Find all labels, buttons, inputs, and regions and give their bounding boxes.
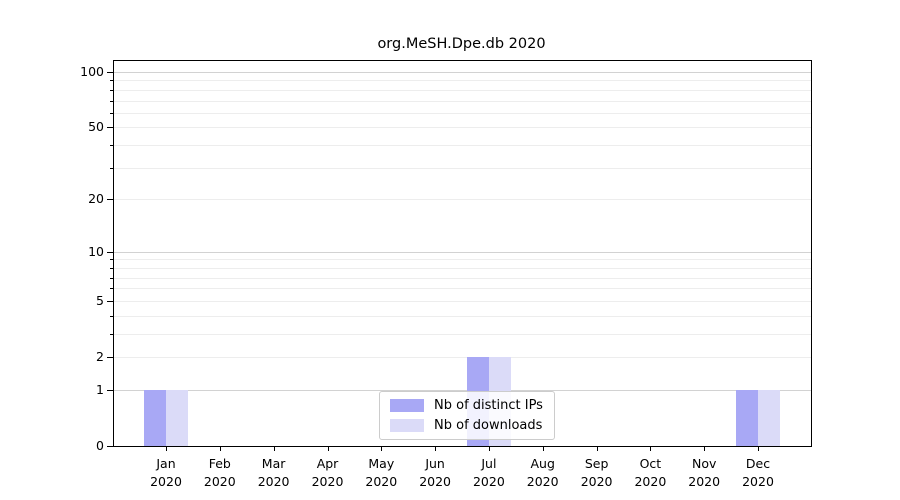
legend-swatch-icon <box>390 399 424 412</box>
y-axis-tick-label: 20 <box>88 191 104 207</box>
x-axis-tick-label: May 2020 <box>365 456 398 489</box>
y-gridline <box>114 315 811 317</box>
y-gridline <box>114 167 811 169</box>
x-axis-tick <box>596 446 598 451</box>
x-axis-tick <box>542 446 544 451</box>
x-axis-tick <box>273 446 275 451</box>
y-axis-tick-label: 50 <box>88 119 104 135</box>
x-axis-tick <box>327 446 329 451</box>
x-axis-tick-label: Sep 2020 <box>580 456 613 489</box>
x-axis-tick-label: Jun 2020 <box>419 456 451 489</box>
y-axis-minor-tick <box>110 315 114 317</box>
x-axis-tick-label: Nov 2020 <box>688 456 721 489</box>
y-axis-minor-tick <box>110 112 114 114</box>
y-gridline <box>114 267 811 269</box>
y-gridline <box>114 300 811 302</box>
y-gridline <box>114 389 811 391</box>
y-axis-tick-label: 100 <box>80 63 104 79</box>
bar-downloads <box>758 389 780 446</box>
y-axis-tick <box>107 300 114 302</box>
x-axis-tick <box>435 446 437 451</box>
x-axis-tick <box>219 446 221 451</box>
legend-swatch-icon <box>390 419 424 432</box>
y-gridline <box>114 71 811 73</box>
x-axis-tick-label: Aug 2020 <box>526 456 559 489</box>
x-axis-tick <box>381 446 383 451</box>
y-axis-tick-label: 10 <box>88 243 104 259</box>
x-axis-tick <box>758 446 759 451</box>
y-gridline <box>114 277 811 279</box>
y-gridline <box>114 259 811 261</box>
y-axis-minor-tick <box>110 167 114 169</box>
x-axis-tick-label: Dec 2020 <box>742 456 774 489</box>
bar-distinct-ips <box>144 389 166 446</box>
chart-title: org.MeSH.Dpe.db 2020 <box>377 36 546 52</box>
y-axis-tick-label: 5 <box>96 292 104 308</box>
y-gridline <box>114 89 811 91</box>
y-axis-tick <box>107 251 114 253</box>
y-axis-tick <box>107 446 114 447</box>
y-axis-tick-label: 1 <box>96 381 104 397</box>
x-axis-tick <box>166 446 167 451</box>
y-gridline <box>114 333 811 335</box>
plot-area: 0 1 2 5 10 20 50 100 Jan 2020 Feb 2020 Mar 2020 Apr… <box>80 60 812 489</box>
legend-label: Nb of distinct IPs <box>434 398 543 413</box>
y-gridline <box>114 251 811 253</box>
x-axis-tick-label: Mar 2020 <box>257 456 290 489</box>
legend-item: Nb of distinct IPs <box>390 398 543 413</box>
y-axis-tick-label: 2 <box>96 349 104 364</box>
bar-distinct-ips <box>736 389 758 446</box>
x-axis-tick-label: Feb 2020 <box>203 456 236 489</box>
x-axis-tick <box>488 446 490 451</box>
y-gridline <box>114 112 811 114</box>
legend-item: Nb of downloads <box>390 418 543 433</box>
y-axis-tick <box>107 127 114 129</box>
bar-downloads <box>166 389 188 446</box>
y-gridline <box>114 145 811 146</box>
y-axis-minor-tick <box>110 277 114 279</box>
y-axis-minor-tick <box>110 145 114 146</box>
y-gridline <box>114 357 811 358</box>
legend-label: Nb of downloads <box>434 418 543 433</box>
y-gridline <box>114 288 811 290</box>
x-axis-tick-label: Jan 2020 <box>150 456 182 489</box>
y-axis-minor-tick <box>110 259 114 261</box>
y-axis-minor-tick <box>110 80 114 82</box>
legend: Nb of distinct IPs Nb of downloads <box>379 391 555 440</box>
y-axis-tick <box>107 199 114 201</box>
y-gridline <box>114 100 811 102</box>
y-axis-tick <box>107 71 114 73</box>
x-axis-tick-label: Jul 2020 <box>472 456 505 489</box>
x-axis-tick-label: Oct 2020 <box>634 456 667 489</box>
y-axis-minor-tick <box>110 89 114 91</box>
y-axis-tick <box>107 389 114 391</box>
y-axis-minor-tick <box>110 267 114 269</box>
x-axis-tick-label: Apr 2020 <box>311 456 344 489</box>
y-axis-minor-tick <box>110 100 114 102</box>
y-gridline <box>114 80 811 82</box>
y-axis-tick <box>107 357 114 358</box>
y-gridline <box>114 127 811 129</box>
x-axis-tick <box>704 446 706 451</box>
y-gridline <box>114 199 811 201</box>
y-axis-tick-label: 0 <box>96 438 104 453</box>
x-axis-tick <box>650 446 652 451</box>
y-axis-minor-tick <box>110 288 114 290</box>
y-axis-minor-tick <box>110 333 114 335</box>
